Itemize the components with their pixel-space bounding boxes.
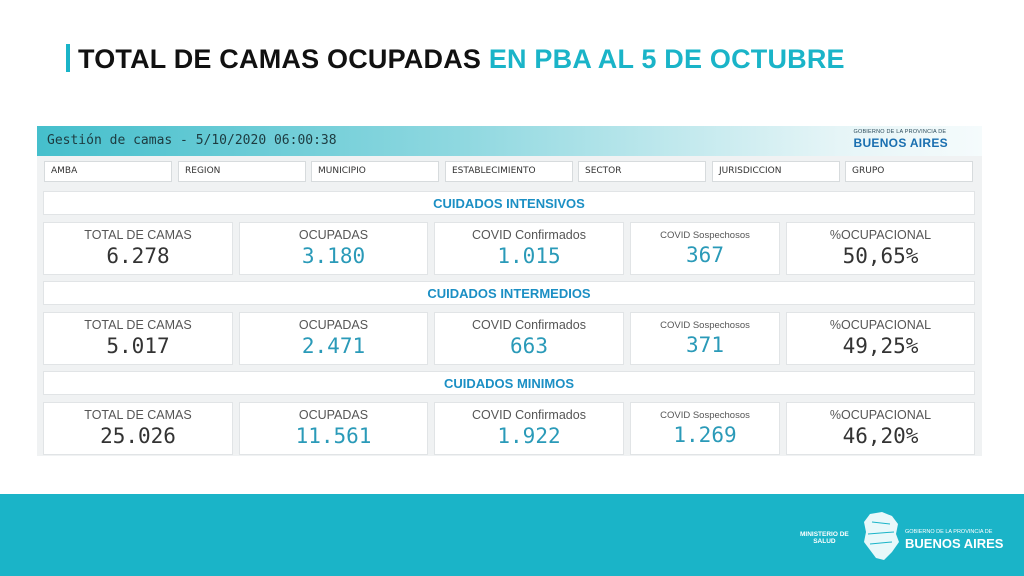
card-label: OCUPADAS: [298, 318, 369, 332]
card-label: COVID Sospechosos: [660, 410, 750, 421]
card-total-minimos: TOTAL DE CAMAS 25.026: [43, 402, 233, 455]
card-value: 371: [686, 333, 724, 357]
card-value: 367: [686, 243, 724, 267]
card-sospechosos-minimos: COVID Sospechosos 1.269: [630, 402, 780, 455]
card-label: COVID Confirmados: [472, 318, 586, 332]
slide-title: TOTAL DE CAMAS OCUPADAS EN PBA AL 5 DE O…: [66, 44, 845, 75]
card-value: 50,65%: [842, 244, 919, 268]
filter-amba[interactable]: AMBA: [44, 161, 172, 182]
card-label: TOTAL DE CAMAS: [84, 408, 192, 422]
title-accent-bar: [66, 44, 70, 72]
card-label: OCUPADAS: [298, 228, 369, 242]
dashboard-title: Gestión de camas - 5/10/2020 06:00:38: [47, 133, 337, 148]
card-value: 1.015: [497, 244, 561, 268]
filter-grupo[interactable]: GRUPO: [845, 161, 973, 182]
card-label: %OCUPACIONAL: [829, 228, 932, 242]
section-header-intermedios: CUIDADOS INTERMEDIOS: [43, 281, 975, 305]
filter-establecimiento[interactable]: ESTABLECIMIENTO: [445, 161, 573, 182]
ministerio-label: MINISTERIO DE SALUD: [800, 531, 849, 546]
dashboard-logo-big: BUENOS AIRES: [853, 135, 948, 150]
card-value: 5.017: [106, 334, 170, 358]
card-ocupadas-intensivos: OCUPADAS 3.180: [239, 222, 428, 275]
filter-region[interactable]: REGION: [178, 161, 306, 182]
card-sospechosos-intensivos: COVID Sospechosos 367: [630, 222, 780, 275]
card-label: COVID Confirmados: [472, 408, 586, 422]
province-map-icon: [864, 512, 899, 560]
card-value: 1.922: [497, 424, 561, 448]
card-value: 6.278: [106, 244, 170, 268]
card-value: 3.180: [301, 244, 366, 268]
dashboard-panel: Gestión de camas - 5/10/2020 06:00:38 GO…: [37, 126, 982, 456]
section-header-intensivos: CUIDADOS INTENSIVOS: [43, 191, 975, 215]
filter-municipio[interactable]: MUNICIPIO: [311, 161, 439, 182]
card-ocupacional-intensivos: %OCUPACIONAL 50,65%: [786, 222, 975, 275]
footer-logo-small: GOBIERNO DE LA PROVINCIA DE: [905, 529, 993, 535]
card-label: COVID Confirmados: [472, 228, 586, 242]
card-total-intensivos: TOTAL DE CAMAS 6.278: [43, 222, 233, 275]
card-label: COVID Sospechosos: [660, 320, 750, 331]
footer-logo-big: BUENOS AIRES: [905, 535, 1004, 551]
footer-band: [0, 494, 1024, 576]
filter-jurisdiccion[interactable]: JURISDICCION: [712, 161, 840, 182]
card-label: OCUPADAS: [298, 408, 369, 422]
card-confirmados-minimos: COVID Confirmados 1.922: [434, 402, 624, 455]
dashboard-logo: GOBIERNO DE LA PROVINCIA DE BUENOS AIRES: [853, 129, 948, 150]
card-value: 1.269: [673, 423, 737, 447]
card-value: 49,25%: [842, 334, 919, 358]
card-ocupacional-intermedios: %OCUPACIONAL 49,25%: [786, 312, 975, 365]
card-ocupacional-minimos: %OCUPACIONAL 46,20%: [786, 402, 975, 455]
card-ocupadas-minimos: OCUPADAS 11.561: [239, 402, 428, 455]
section-header-minimos: CUIDADOS MINIMOS: [43, 371, 975, 395]
card-sospechosos-intermedios: COVID Sospechosos 371: [630, 312, 780, 365]
card-ocupadas-intermedios: OCUPADAS 2.471: [239, 312, 428, 365]
card-value: 663: [510, 334, 548, 358]
card-confirmados-intermedios: COVID Confirmados 663: [434, 312, 624, 365]
filter-sector[interactable]: SECTOR: [578, 161, 706, 182]
ministerio-line2: SALUD: [813, 538, 836, 546]
card-value: 2.471: [301, 334, 366, 358]
card-label: TOTAL DE CAMAS: [84, 318, 192, 332]
card-label: TOTAL DE CAMAS: [84, 228, 192, 242]
card-value: 46,20%: [842, 424, 919, 448]
ministerio-line1: MINISTERIO DE: [800, 531, 849, 538]
footer-gov-logo: GOBIERNO DE LA PROVINCIA DE BUENOS AIRES: [905, 529, 1004, 551]
card-label: %OCUPACIONAL: [829, 408, 932, 422]
card-value: 25.026: [100, 424, 176, 448]
card-confirmados-intensivos: COVID Confirmados 1.015: [434, 222, 624, 275]
card-label: %OCUPACIONAL: [829, 318, 932, 332]
title-accent: EN PBA AL 5 DE OCTUBRE: [488, 44, 845, 74]
card-total-intermedios: TOTAL DE CAMAS 5.017: [43, 312, 233, 365]
dashboard-logo-small: GOBIERNO DE LA PROVINCIA DE: [853, 129, 947, 135]
card-label: COVID Sospechosos: [660, 230, 750, 241]
title-main: TOTAL DE CAMAS OCUPADAS: [78, 44, 482, 74]
dashboard-header: Gestión de camas - 5/10/2020 06:00:38 GO…: [37, 126, 982, 156]
card-value: 11.561: [295, 424, 372, 448]
